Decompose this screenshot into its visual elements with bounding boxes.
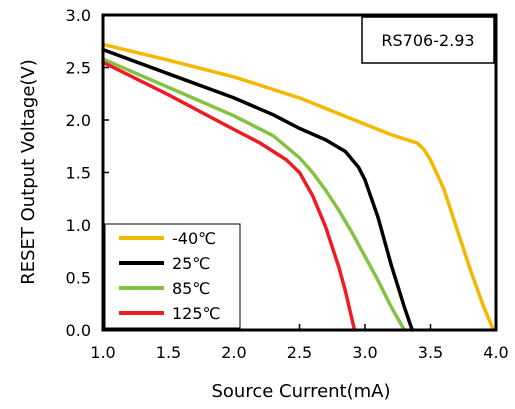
x-tick-label: 4.0 — [483, 343, 508, 362]
legend-label: -40℃ — [172, 229, 216, 248]
x-tick-label: 2.5 — [287, 343, 312, 362]
legend: -40℃ 25℃ 85℃ 125℃ — [104, 223, 241, 329]
y-tick-label: 3.0 — [66, 6, 91, 25]
y-tick-label: 2.5 — [66, 59, 91, 78]
legend-label: 125℃ — [172, 304, 221, 323]
series-line-0 — [101, 42, 496, 332]
x-axis-ticks: 1.0 1.5 2.0 2.5 3.0 3.5 4.0 — [90, 324, 509, 362]
x-tick-label: 1.5 — [156, 343, 181, 362]
y-axis-label: RESET Output Voltage(V) — [18, 59, 39, 285]
y-tick-label: 0.0 — [66, 321, 91, 340]
y-tick-label: 2.0 — [66, 111, 91, 130]
legend-entries: -40℃ 25℃ 85℃ 125℃ — [119, 229, 221, 323]
annotation-box: RS706-2.93 — [361, 16, 495, 64]
plot-area-frame — [101, 13, 498, 332]
x-tick-label: 1.0 — [90, 343, 115, 362]
legend-label: 25℃ — [172, 254, 210, 273]
legend-label: 85℃ — [172, 279, 210, 298]
series-line-3 — [101, 60, 357, 332]
legend-frame — [104, 223, 241, 329]
series-lines — [101, 42, 496, 332]
series-line-1 — [101, 47, 414, 332]
annotation-text: RS706-2.93 — [381, 31, 474, 50]
y-tick-label: 0.5 — [66, 269, 91, 288]
annotation-frame — [361, 16, 495, 64]
x-tick-label: 3.5 — [418, 343, 443, 362]
y-tick-label: 1.5 — [66, 164, 91, 183]
y-axis-ticks: 0.0 0.5 1.0 1.5 2.0 2.5 3.0 — [66, 6, 109, 340]
x-axis-label: Source Current(mA) — [211, 381, 390, 402]
y-tick-label: 1.0 — [66, 216, 91, 235]
series-line-2 — [101, 57, 407, 332]
x-tick-label: 2.0 — [221, 343, 246, 362]
x-tick-label: 3.0 — [352, 343, 377, 362]
